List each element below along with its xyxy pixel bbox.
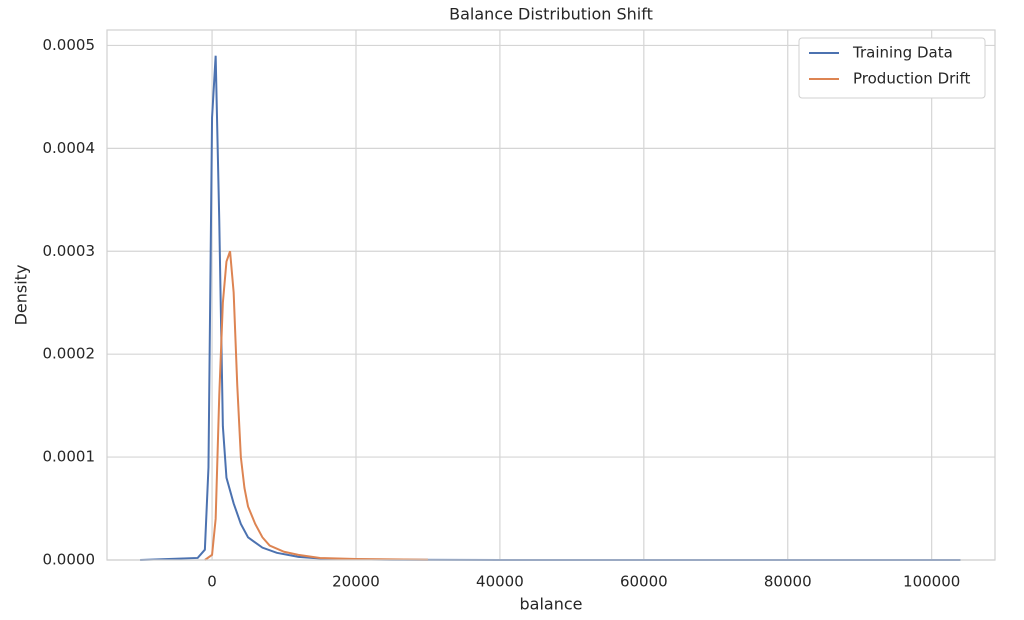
y-tick-label: 0.0002 — [43, 345, 96, 363]
x-tick-label: 0 — [207, 573, 217, 591]
x-tick-label: 100000 — [903, 573, 960, 591]
y-tick-label: 0.0005 — [43, 36, 96, 54]
x-tick-label: 80000 — [764, 573, 812, 591]
chart-title: Balance Distribution Shift — [449, 5, 653, 24]
legend-box — [798, 37, 986, 99]
legend-label: Training Data — [852, 44, 953, 62]
y-axis-label: Density — [12, 265, 31, 326]
x-tick-label: 40000 — [476, 573, 524, 591]
x-axis-label: balance — [520, 595, 583, 614]
y-tick-label: 0.0000 — [43, 551, 96, 569]
density-line — [204, 250, 428, 561]
x-tick-label: 20000 — [332, 573, 380, 591]
legend-label: Production Drift — [853, 70, 970, 88]
y-tick-label: 0.0003 — [43, 242, 96, 260]
legend: Training Data Production Drift — [798, 37, 986, 99]
y-tick-label: 0.0001 — [43, 448, 96, 466]
x-tick-label: 60000 — [620, 573, 668, 591]
y-tick-label: 0.0004 — [43, 139, 96, 157]
plot-frame — [106, 29, 996, 561]
